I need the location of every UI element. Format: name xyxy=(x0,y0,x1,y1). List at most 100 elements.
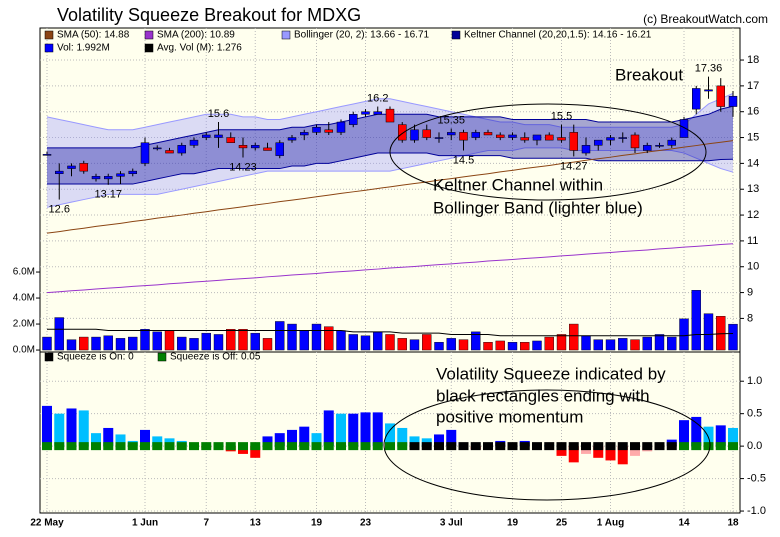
band-upper xyxy=(46,92,734,131)
high-label: 15.35 xyxy=(437,114,465,126)
candle-body xyxy=(630,134,640,149)
momentum-bar xyxy=(556,446,567,456)
squeeze-dot xyxy=(54,442,65,451)
legend-swatch xyxy=(44,30,54,40)
momentum-bar xyxy=(715,425,726,447)
momentum-bar xyxy=(446,429,457,447)
volume-bar xyxy=(716,316,726,351)
candle-body xyxy=(324,129,333,133)
candle-body xyxy=(545,134,554,141)
squeeze-dot xyxy=(176,442,187,451)
volume-bar xyxy=(422,334,432,351)
momentum-bar xyxy=(348,413,359,447)
volume-bar xyxy=(385,334,395,351)
candle-body xyxy=(275,142,284,156)
squeeze-dot xyxy=(666,442,677,451)
annotation-ellipse xyxy=(383,389,711,501)
squeeze-dot xyxy=(642,442,653,451)
candle-body xyxy=(300,132,309,136)
candle-body xyxy=(422,129,431,138)
y-tick-label: 16 xyxy=(747,106,759,118)
y-tick-label: 1.0 xyxy=(747,375,762,387)
squeeze-dot xyxy=(519,442,530,451)
volume-bar xyxy=(250,332,260,351)
legend-swatch xyxy=(157,352,167,362)
candle-body xyxy=(447,132,456,136)
volume-bar xyxy=(262,338,273,351)
momentum-bar xyxy=(311,433,322,447)
squeeze-dot xyxy=(360,442,371,451)
volume-bar xyxy=(213,334,224,351)
high-label: 16.2 xyxy=(367,92,388,104)
volume-bar xyxy=(593,339,603,351)
momentum-bar xyxy=(323,410,334,447)
momentum-bar xyxy=(728,427,738,447)
volume-bar xyxy=(115,338,126,351)
volume-bar xyxy=(299,330,309,351)
candle-body xyxy=(373,111,382,115)
squeeze-dot xyxy=(66,442,77,451)
squeeze-dot xyxy=(458,442,469,451)
volume-bar xyxy=(434,342,444,351)
y-tick-label: 10 xyxy=(747,261,759,273)
x-tick-label: 22 May xyxy=(30,518,64,529)
volume-bar xyxy=(471,331,481,351)
momentum-bar xyxy=(617,446,628,465)
high-label: 15.5 xyxy=(551,111,572,123)
squeeze-dot xyxy=(691,442,702,451)
volume-bar xyxy=(446,338,456,351)
candle-body xyxy=(398,124,407,141)
y2-tick-label: 0.0M xyxy=(13,345,35,356)
volume-bar xyxy=(275,321,285,351)
candle-body xyxy=(287,137,297,141)
volume-bar xyxy=(569,323,579,351)
x-tick-label: 19 xyxy=(507,518,519,529)
volume-bar xyxy=(618,338,628,351)
momentum-bar xyxy=(287,429,297,447)
low-label: 14.23 xyxy=(229,161,257,173)
legend-swatch xyxy=(44,352,54,362)
squeeze-dot xyxy=(446,442,457,451)
squeeze-dot xyxy=(274,442,285,451)
squeeze-dot xyxy=(201,442,212,451)
squeeze-dot xyxy=(703,442,714,451)
y-tick-label: 0.5 xyxy=(747,408,762,420)
candle-body xyxy=(618,137,627,139)
y-tick-label: -0.5 xyxy=(747,472,766,484)
y-tick-label: 13 xyxy=(747,183,759,195)
annotation: Keltner Channel within xyxy=(433,175,603,194)
squeeze-dot xyxy=(299,442,310,451)
squeeze-dot xyxy=(470,442,481,451)
candle-body xyxy=(679,119,689,138)
momentum-bar xyxy=(152,436,163,447)
candle-body xyxy=(153,147,162,150)
volume-bar xyxy=(66,339,77,351)
squeeze-dot xyxy=(115,442,126,451)
squeeze-dot xyxy=(213,442,224,451)
squeeze-dot xyxy=(568,442,579,451)
legend-label: Keltner Channel (20,20,1.5): 14.16 - 16.… xyxy=(464,30,652,41)
low-label: 14.27 xyxy=(560,160,588,172)
squeeze-dot xyxy=(715,442,726,451)
volume-bar xyxy=(311,323,322,351)
squeeze-dot xyxy=(421,442,432,451)
volume-bar xyxy=(336,330,346,351)
volume-bar xyxy=(79,336,89,351)
volume-bar xyxy=(458,339,469,351)
legend-label: SMA (50): 14.88 xyxy=(57,30,130,41)
momentum-bar xyxy=(54,413,65,447)
squeeze-dot xyxy=(336,442,346,451)
candle-body xyxy=(655,145,664,147)
annotation-ellipse xyxy=(389,103,707,201)
candle-body xyxy=(177,145,186,154)
squeeze-dot xyxy=(152,442,163,451)
momentum-bar xyxy=(274,433,285,447)
legend-swatch xyxy=(451,30,461,40)
momentum-bar xyxy=(593,446,604,458)
volume-bar xyxy=(544,336,554,351)
candle-body xyxy=(349,114,358,125)
annotation: positive momentum xyxy=(436,407,583,426)
high-label: 17.36 xyxy=(695,62,723,74)
candle-body xyxy=(606,137,615,141)
y2-tick-label: 4.0M xyxy=(13,293,35,304)
